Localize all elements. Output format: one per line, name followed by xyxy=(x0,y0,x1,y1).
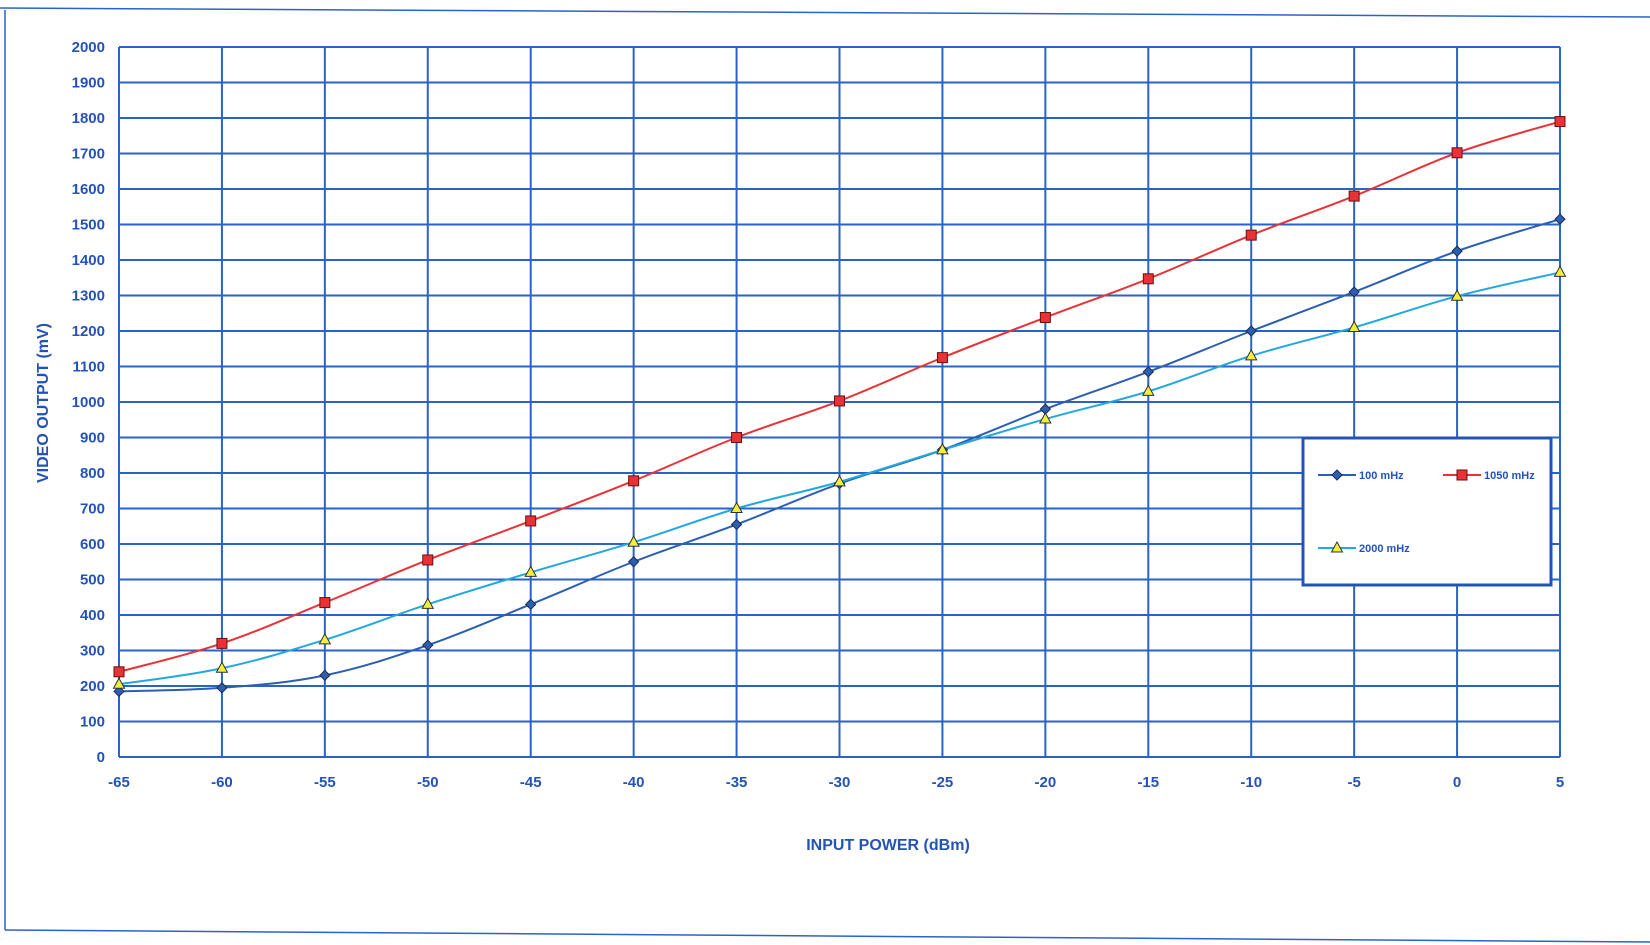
y-tick-label: 1000 xyxy=(72,394,105,411)
y-tick-label: 1600 xyxy=(72,181,105,198)
y-tick-label: 600 xyxy=(80,536,105,553)
data-point-2 xyxy=(215,661,229,673)
legend-label: 1050 mHz xyxy=(1484,470,1535,482)
y-tick-label: 1900 xyxy=(72,75,105,92)
x-tick-label: -45 xyxy=(520,774,542,791)
legend-label: 100 mHz xyxy=(1359,470,1404,482)
legend-box xyxy=(1301,436,1553,587)
data-point-1 xyxy=(731,432,743,443)
y-tick-label: 200 xyxy=(80,678,105,695)
data-point-1 xyxy=(1245,229,1257,241)
legend-marker xyxy=(1456,469,1468,481)
y-tick-label: 1100 xyxy=(72,359,105,376)
x-tick-label: -50 xyxy=(417,774,439,791)
outer-frame-bottom xyxy=(4,929,1650,943)
y-tick-label: 1200 xyxy=(72,323,105,340)
y-tick-label: 900 xyxy=(80,430,105,447)
x-tick-label: 5 xyxy=(1556,774,1564,791)
data-point-2 xyxy=(318,632,332,645)
data-point-2 xyxy=(1039,412,1052,424)
data-point-1 xyxy=(1451,147,1463,159)
data-point-2 xyxy=(524,565,538,577)
data-point-1 xyxy=(525,515,537,527)
y-axis-title: VIDEO OUTPUT (mV) xyxy=(35,323,52,483)
data-point-2 xyxy=(112,677,126,689)
data-point-1 xyxy=(1142,273,1154,285)
data-point-0 xyxy=(319,669,331,682)
data-point-1 xyxy=(422,554,434,566)
data-point-0 xyxy=(113,685,125,698)
data-point-1 xyxy=(1348,190,1360,202)
y-tick-label: 0 xyxy=(97,749,105,766)
legend: 100 mHz 1050 mHz 2000 mHz xyxy=(1301,436,1553,587)
legend-marker xyxy=(1330,540,1344,553)
x-tick-label: -15 xyxy=(1137,774,1159,791)
x-tick-label: -35 xyxy=(726,774,748,791)
data-point-1 xyxy=(319,597,331,609)
x-tick-label: -65 xyxy=(108,774,130,791)
data-point-0 xyxy=(730,518,743,531)
data-point-2 xyxy=(1347,320,1361,332)
y-tick-label: 700 xyxy=(80,501,105,518)
y-axis-ticks: 0 100 200 300 400 500 600 700 800 900 1000 1100 1200… xyxy=(72,39,105,766)
data-point-1 xyxy=(113,666,125,678)
data-point-0 xyxy=(216,682,228,694)
data-point-1 xyxy=(936,352,948,364)
x-tick-label: -30 xyxy=(829,774,851,791)
data-point-0 xyxy=(1348,286,1360,298)
x-tick-label: -25 xyxy=(932,774,954,791)
data-point-0 xyxy=(1142,366,1154,378)
y-tick-label: 400 xyxy=(80,607,105,624)
data-point-0 xyxy=(1451,245,1463,257)
data-point-0 xyxy=(627,556,640,568)
data-point-0 xyxy=(1554,213,1566,225)
data-point-0 xyxy=(422,639,434,651)
outer-frame-top xyxy=(0,7,1650,18)
grid xyxy=(118,46,1561,758)
data-point-1 xyxy=(628,475,640,487)
x-axis-title: INPUT POWER (dBm) xyxy=(806,837,970,854)
data-point-1 xyxy=(1554,116,1566,128)
y-tick-label: 1500 xyxy=(72,217,105,234)
data-point-1 xyxy=(1039,312,1051,324)
data-point-2 xyxy=(1553,265,1567,277)
y-tick-label: 800 xyxy=(80,465,105,482)
x-axis-ticks: -65 -60 -55 -50 -45 -40 -35 -30 -25 -20 -15 -10 -5 0 5 xyxy=(108,774,1564,791)
y-tick-label: 1300 xyxy=(72,288,105,305)
data-point-2 xyxy=(1141,384,1155,396)
data-point-2 xyxy=(1450,289,1464,301)
x-tick-label: -20 xyxy=(1035,774,1057,791)
series-markers xyxy=(112,116,1567,698)
data-point-2 xyxy=(936,442,949,455)
legend-marker xyxy=(1331,469,1343,481)
y-tick-label: 1700 xyxy=(72,146,105,163)
x-tick-label: -55 xyxy=(314,774,336,791)
y-tick-label: 1800 xyxy=(72,110,105,127)
y-tick-label: 300 xyxy=(80,643,105,660)
data-point-0 xyxy=(1245,325,1257,337)
x-tick-label: -60 xyxy=(211,774,233,791)
x-tick-label: 0 xyxy=(1453,774,1461,791)
y-tick-label: 2000 xyxy=(72,39,105,56)
x-tick-label: -5 xyxy=(1347,774,1360,791)
y-tick-label: 500 xyxy=(80,572,105,589)
data-point-2 xyxy=(1244,348,1258,361)
legend-label: 2000 mHz xyxy=(1359,543,1410,555)
data-point-2 xyxy=(627,535,640,547)
x-tick-label: -10 xyxy=(1240,774,1262,791)
data-point-2 xyxy=(730,501,743,513)
data-point-1 xyxy=(216,637,228,649)
y-tick-label: 100 xyxy=(80,714,105,731)
x-tick-label: -40 xyxy=(623,774,645,791)
data-point-2 xyxy=(421,597,435,609)
data-point-2 xyxy=(833,474,846,487)
y-tick-label: 1400 xyxy=(72,252,105,269)
data-point-1 xyxy=(834,395,845,407)
data-point-0 xyxy=(525,598,537,611)
